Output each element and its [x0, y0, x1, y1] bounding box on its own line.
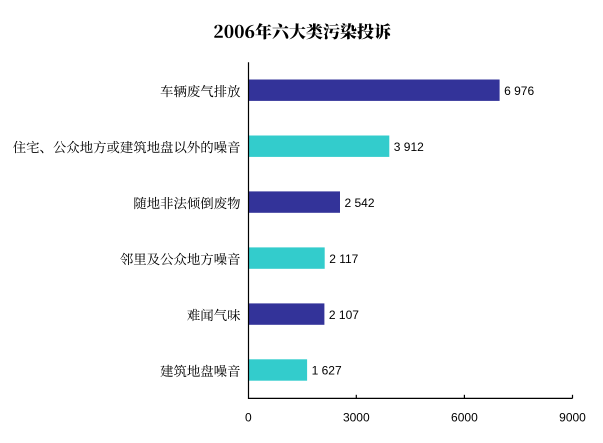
- svg-text:6 976: 6 976: [504, 84, 534, 98]
- svg-text:3000: 3000: [343, 410, 370, 424]
- svg-text:6000: 6000: [451, 410, 478, 424]
- svg-text:0: 0: [245, 410, 252, 424]
- svg-text:2 107: 2 107: [329, 308, 359, 322]
- svg-text:1 627: 1 627: [312, 364, 342, 378]
- svg-text:9000: 9000: [559, 410, 586, 424]
- svg-text:2 542: 2 542: [345, 196, 375, 210]
- svg-text:3 912: 3 912: [394, 140, 424, 154]
- svg-text:2 117: 2 117: [329, 252, 358, 266]
